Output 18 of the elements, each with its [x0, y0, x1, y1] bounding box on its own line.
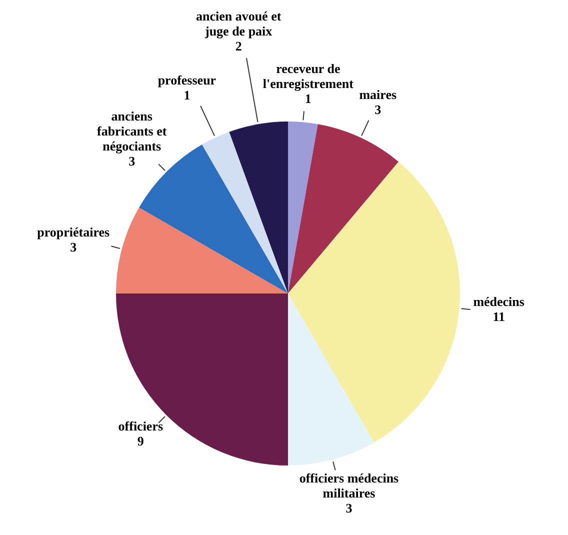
data-label: 3	[70, 239, 78, 254]
data-label: 3	[128, 154, 136, 169]
slice-label: maires	[359, 86, 397, 102]
data-label: 9	[137, 433, 144, 448]
data-label: 11	[492, 308, 505, 324]
slice-label: anciens fabricants et négociants	[97, 108, 168, 154]
slice-label: professeur	[158, 72, 216, 88]
data-label: 1	[184, 87, 190, 102]
slice-label: receveur de l'enregistrement	[262, 61, 354, 92]
slice-label: officiers	[118, 418, 164, 434]
data-label: 1	[304, 91, 312, 106]
data-label: 2	[235, 38, 242, 54]
data-label: 3	[374, 102, 382, 117]
slice-label: médecins	[473, 294, 524, 309]
slice-label: officiers médecins militaires	[299, 470, 399, 500]
slice-label: propriétaires	[37, 224, 110, 240]
slice-label: ancien avoué et juge de paix	[196, 8, 282, 38]
data-label: 3	[346, 500, 353, 516]
